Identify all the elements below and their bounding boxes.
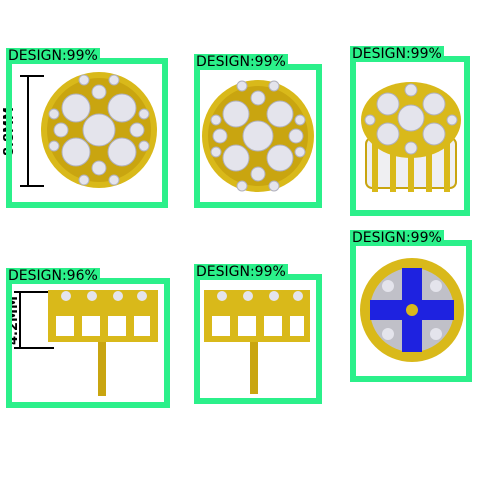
earring-perspective-view xyxy=(361,82,461,192)
detection-box-5: DESIGN:99% xyxy=(194,264,322,404)
detection-box-6: DESIGN:99% xyxy=(350,230,472,382)
detection-label-2: DESIGN:99% xyxy=(194,54,288,70)
detection-label-6: DESIGN:99% xyxy=(350,230,444,246)
earring-top-view-dimensioned xyxy=(20,72,157,188)
earring-top-view xyxy=(202,80,314,192)
earring-bottom-view-highlighted xyxy=(360,258,464,362)
detection-label-4: DESIGN:96% xyxy=(6,268,100,284)
detection-box-1: DESIGN:99% xyxy=(6,48,168,208)
detection-label-3: DESIGN:99% xyxy=(350,46,444,62)
detection-box-2: DESIGN:99% xyxy=(194,54,322,208)
earring-side-view xyxy=(204,290,310,394)
detection-box-4: DESIGN:96% xyxy=(6,268,170,408)
detection-box-3: DESIGN:99% xyxy=(350,46,470,216)
detection-label-1: DESIGN:99% xyxy=(6,48,100,64)
earring-side-view-dimensioned xyxy=(14,290,158,396)
detection-label-5: DESIGN:99% xyxy=(194,264,288,280)
